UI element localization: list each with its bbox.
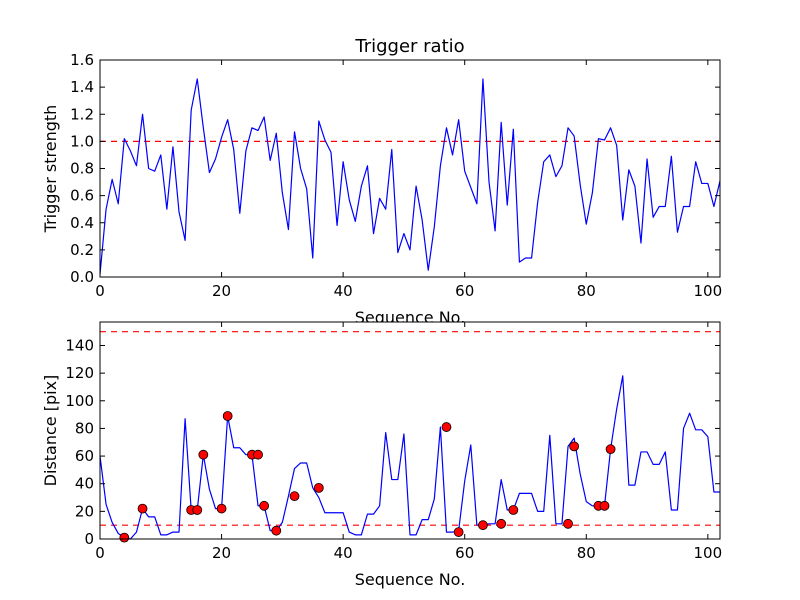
y-tick-label: 60 [75, 447, 94, 465]
data-point [259, 500, 270, 511]
data-point [192, 505, 203, 515]
y-tick-label: 0.0 [70, 268, 94, 286]
y-tick-label: 0.4 [70, 214, 94, 232]
chart-panel-2: 0 20 40 60 80 100 0 20 40 60 80 100 120 140 Sequence N… [41, 321, 723, 589]
y-axis-label: Distance [pix] [41, 375, 60, 487]
x-tick-label: 80 [577, 282, 596, 300]
x-tick-label: 100 [694, 282, 723, 300]
chart-panel-1: 0 20 40 60 80 1000.00.20.40.60.81.01.21.41.6S… [41, 36, 722, 327]
y-tick-label: 0.8 [70, 160, 94, 178]
y-tick-label: 80 [75, 419, 94, 437]
plot-area [100, 322, 720, 539]
y-tick-label: 100 [65, 392, 94, 410]
data-point [119, 532, 130, 543]
data-point [508, 505, 519, 515]
x-tick-label: 100 [694, 544, 723, 562]
data-point [137, 503, 148, 514]
x-tick-label: 0 [95, 282, 105, 300]
x-tick-label: 60 [455, 544, 474, 562]
y-tick-label: 1.4 [70, 78, 94, 96]
x-tick-label: 80 [577, 544, 596, 562]
x-tick-label: 20 [212, 282, 231, 300]
data-point [563, 518, 573, 529]
x-tick-label: 60 [455, 282, 474, 300]
plot-area [100, 60, 720, 277]
data-point [198, 449, 209, 460]
x-tick-label: 40 [334, 544, 353, 562]
data-point [453, 527, 464, 537]
chart-title: Trigger ratio [354, 36, 464, 57]
data-point [289, 491, 300, 502]
data-point [441, 422, 452, 432]
data-point [253, 449, 263, 460]
data-point [222, 411, 233, 421]
data-point [271, 525, 282, 536]
y-tick-label: 0.6 [70, 187, 94, 205]
y-tick-label: 0 [84, 530, 94, 548]
y-tick-label: 20 [75, 502, 94, 520]
x-axis-label: Sequence No. [355, 570, 466, 589]
y-tick-label: 1.6 [70, 51, 94, 69]
y-axis-label: Trigger strength [41, 105, 60, 234]
y-tick-label: 1.0 [70, 132, 94, 150]
data-point [605, 444, 616, 455]
y-tick-label: 1.2 [70, 105, 94, 123]
data-point [216, 503, 227, 514]
y-tick-label: 140 [65, 336, 94, 354]
plot-frame [99, 321, 721, 540]
y-tick-label: 0.2 [70, 241, 94, 259]
data-point [496, 518, 507, 529]
x-tick-label: 40 [334, 282, 353, 300]
data-point [599, 500, 610, 511]
series-line-1 [99, 78, 721, 275]
y-tick-label: 40 [75, 475, 94, 493]
x-tick-label: 0 [95, 544, 105, 562]
data-point [569, 441, 580, 452]
data-point [313, 482, 324, 493]
x-tick-label: 20 [212, 544, 231, 562]
y-tick-label: 120 [65, 364, 94, 382]
data-point [478, 520, 488, 531]
